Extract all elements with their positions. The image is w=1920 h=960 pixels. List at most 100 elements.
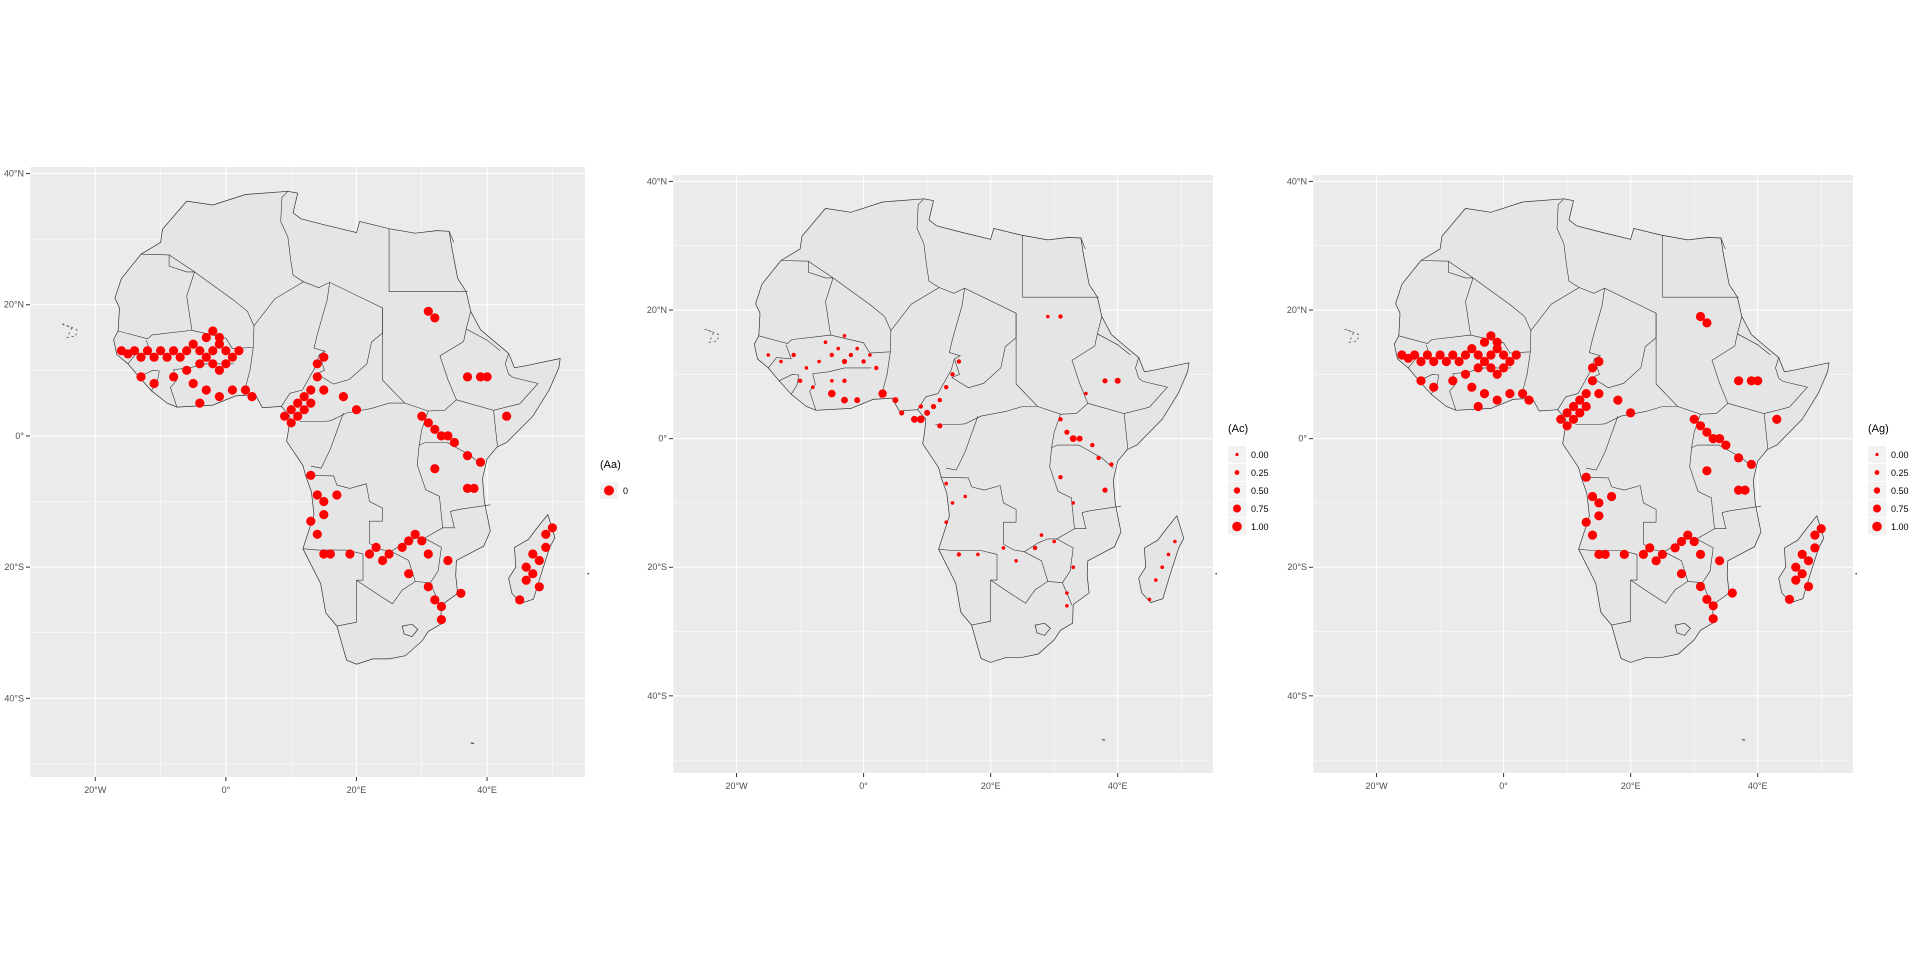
occurrence-point	[397, 542, 407, 553]
x-tick-label: 0°	[222, 785, 231, 795]
occurrence-point	[1810, 530, 1820, 540]
occurrence-point	[1492, 395, 1502, 405]
occurrence-point	[423, 582, 433, 592]
occurrence-point	[766, 353, 771, 357]
country-border	[941, 476, 1017, 523]
occurrence-point	[1069, 435, 1077, 442]
legend-point	[1235, 452, 1239, 457]
occurrence-point	[1797, 549, 1807, 560]
occurrence-point	[430, 424, 440, 434]
occurrence-point	[1797, 569, 1807, 579]
legend-point	[1873, 487, 1881, 494]
occurrence-point	[234, 346, 244, 356]
prince-edward-islands	[1101, 739, 1106, 741]
legend-point	[1873, 504, 1881, 513]
occurrence-point	[182, 365, 192, 375]
reunion-island	[587, 572, 590, 575]
occurrence-point	[240, 385, 251, 395]
prince-edward-islands	[470, 742, 475, 745]
country-border	[778, 373, 800, 395]
country-border	[809, 367, 872, 411]
occurrence-point	[169, 346, 179, 356]
legend-point	[1875, 452, 1879, 457]
legend-label: 0.75	[1251, 504, 1269, 514]
occurrence-point	[956, 552, 962, 557]
occurrence-point	[547, 523, 558, 533]
occurrence-point	[791, 352, 796, 358]
occurrence-point	[162, 352, 172, 362]
occurrence-point	[430, 464, 440, 474]
occurrence-point	[129, 346, 140, 356]
occurrence-point	[899, 410, 905, 416]
occurrence-point	[1695, 421, 1706, 431]
occurrence-point	[817, 359, 821, 364]
country-border	[419, 442, 448, 446]
occurrence-point	[1090, 442, 1095, 448]
occurrence-point	[1683, 530, 1693, 540]
occurrence-point	[878, 389, 887, 398]
country-border	[1024, 551, 1049, 582]
occurrence-point	[1587, 363, 1598, 373]
country-border	[1051, 444, 1079, 448]
occurrence-point	[534, 582, 544, 592]
country-border	[949, 288, 1004, 389]
occurrence-point	[1702, 594, 1712, 605]
legend-label: 0.00	[1891, 450, 1909, 460]
country-border	[917, 358, 955, 410]
y-tick-label: 20°N	[647, 305, 667, 315]
legend-label: 0.25	[1251, 468, 1269, 478]
occurrence-point	[1587, 491, 1598, 502]
occurrence-point	[823, 340, 828, 345]
occurrence-point	[1064, 429, 1070, 435]
occurrence-point	[1568, 401, 1579, 412]
occurrence-point	[1575, 395, 1585, 405]
occurrence-point	[1499, 363, 1509, 373]
occurrence-point	[1676, 569, 1687, 579]
occurrence-point	[944, 481, 948, 486]
occurrence-point	[169, 372, 179, 382]
occurrence-point	[482, 372, 492, 382]
occurrence-point	[449, 437, 459, 448]
occurrence-point	[1065, 591, 1069, 595]
occurrence-point	[319, 549, 329, 559]
occurrence-point	[319, 509, 329, 520]
occurrence-point	[1102, 487, 1108, 493]
occurrence-point	[1114, 377, 1121, 384]
occurrence-point	[854, 397, 861, 404]
occurrence-point	[306, 385, 316, 395]
occurrence-point	[319, 352, 329, 362]
occurrence-point	[1102, 378, 1108, 384]
occurrence-point	[443, 431, 453, 441]
occurrence-point	[937, 423, 943, 429]
occurrence-point	[1594, 356, 1604, 367]
occurrence-point	[836, 346, 840, 351]
occurrence-point	[1429, 356, 1439, 367]
occurrence-point	[149, 378, 159, 389]
country-border	[388, 228, 468, 292]
occurrence-point	[1702, 466, 1712, 476]
country-border	[768, 344, 792, 369]
occurrence-point	[1435, 350, 1445, 360]
country-border	[1097, 333, 1131, 356]
occurrence-point	[1607, 491, 1617, 502]
occurrence-point	[1708, 434, 1718, 444]
occurrence-point	[1071, 501, 1075, 505]
occurrence-point	[1065, 604, 1069, 608]
x-tick-label: 20°W	[1365, 781, 1388, 791]
occurrence-point	[312, 359, 322, 369]
occurrence-point	[1581, 401, 1591, 412]
occurrence-point	[1454, 356, 1464, 367]
occurrence-point	[1460, 350, 1471, 360]
occurrence-point	[1071, 565, 1075, 569]
occurrence-point	[1052, 539, 1056, 544]
occurrence-point	[214, 392, 224, 402]
occurrence-point	[1556, 414, 1566, 424]
occurrence-point	[469, 483, 479, 493]
occurrence-point	[1689, 414, 1699, 424]
occurrence-point	[1076, 435, 1083, 442]
country-border	[1449, 367, 1512, 411]
country-border	[1056, 538, 1074, 583]
occurrence-point	[195, 398, 205, 408]
map-panel-2: 20°W 0° 20°E 40°E 40°N 20°N 0° 20°S 40°S (Ac) 0.00…	[647, 175, 1269, 791]
country-border	[253, 281, 304, 326]
